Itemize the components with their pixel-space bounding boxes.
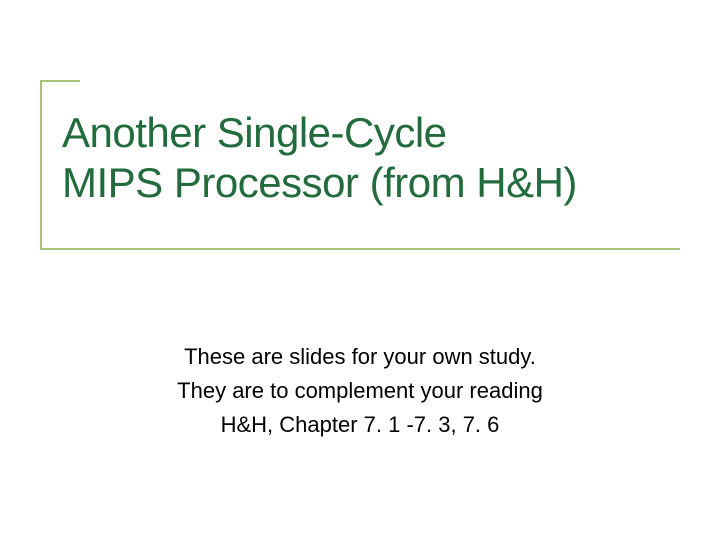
slide: Another Single-Cycle MIPS Processor (fro… <box>0 0 720 540</box>
slide-subtitle: These are slides for your own study. The… <box>0 340 720 442</box>
subtitle-line-1: These are slides for your own study. <box>184 344 536 369</box>
frame-bottom-line <box>40 248 680 250</box>
title-line-2: MIPS Processor (from H&H) <box>62 159 577 206</box>
frame-top-line <box>40 80 80 82</box>
subtitle-line-3: H&H, Chapter 7. 1 -7. 3, 7. 6 <box>221 412 500 437</box>
title-line-1: Another Single-Cycle <box>62 109 447 156</box>
subtitle-line-2: They are to complement your reading <box>177 378 543 403</box>
slide-title: Another Single-Cycle MIPS Processor (fro… <box>62 108 682 209</box>
frame-left-line <box>40 80 42 250</box>
